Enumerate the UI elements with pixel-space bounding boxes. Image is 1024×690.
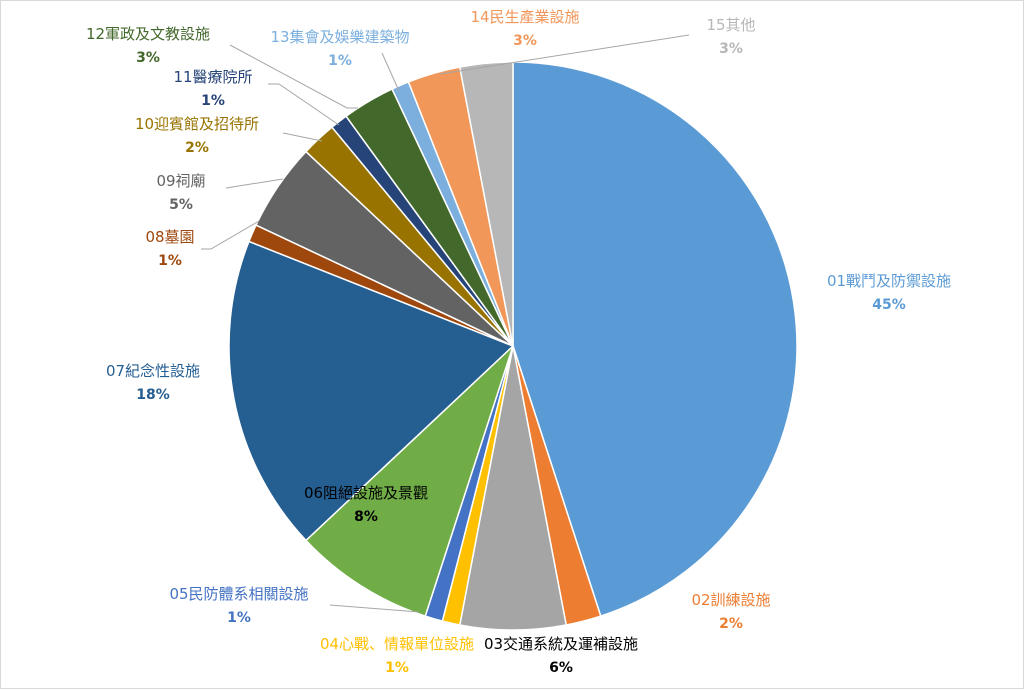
slice-percent-label: 1%: [328, 53, 352, 69]
data-label-11: 11醫療院所 1%: [173, 68, 252, 109]
slice-name-label: 02訓練設施: [691, 591, 770, 609]
slice-name-label: 07紀念性設施: [106, 362, 200, 380]
slice-name-label: 09祠廟: [156, 172, 205, 190]
slice-percent-label: 5%: [169, 197, 193, 213]
slice-percent-label: 1%: [385, 660, 409, 676]
data-labels: 01戰鬥及防禦設施 45% 02訓練設施 2% 03交通系統及運補設施 6% 04心戰、情報…: [86, 8, 951, 676]
pie-slices: [228, 61, 798, 631]
slice-name-label: 05民防體系相關設施: [169, 585, 308, 603]
pie-slice-06: [304, 345, 514, 618]
leader-line-15: [439, 34, 690, 75]
leader-line-10: [282, 132, 323, 142]
data-label-06: 06阻絕設施及景觀 8%: [304, 484, 428, 525]
slice-name-label: 14民生產業設施: [470, 8, 579, 26]
slice-percent-label: 1%: [201, 93, 225, 109]
data-label-01: 01戰鬥及防禦設施 45%: [827, 272, 951, 313]
pie-slice-15: [458, 61, 514, 347]
data-label-10: 10迎賓館及招待所 2%: [135, 115, 259, 156]
slice-percent-label: 3%: [513, 33, 537, 49]
data-label-04: 04心戰、情報單位設施 1%: [320, 635, 474, 676]
data-label-07: 07紀念性設施 18%: [106, 362, 200, 403]
slice-name-label: 12軍政及文教設施: [86, 25, 210, 43]
slice-percent-label: 2%: [719, 616, 743, 632]
slice-percent-label: 8%: [354, 509, 378, 525]
slice-name-label: 04心戰、情報單位設施: [320, 635, 474, 653]
leader-line-12: [229, 44, 358, 109]
data-label-15: 15其他 3%: [706, 16, 755, 57]
slice-name-label: 11醫療院所: [173, 68, 252, 86]
slice-percent-label: 1%: [158, 253, 182, 269]
leader-line-09: [225, 178, 284, 189]
pie-slice-07: [228, 240, 515, 542]
data-label-09: 09祠廟 5%: [156, 172, 205, 213]
slice-name-label: 06阻絕設施及景觀: [304, 484, 428, 502]
pie-slice-01: [512, 61, 798, 618]
slice-name-label: 13集會及娛樂建築物: [270, 28, 409, 46]
data-label-03: 03交通系統及運補設施 6%: [484, 635, 638, 676]
slice-percent-label: 3%: [136, 50, 160, 66]
leader-line-08: [201, 220, 260, 250]
slice-percent-label: 45%: [872, 297, 906, 313]
slice-percent-label: 2%: [185, 140, 209, 156]
leader-line-11: [268, 83, 340, 126]
data-label-08: 08墓園 1%: [145, 228, 194, 269]
leader-lines: [201, 34, 690, 613]
slice-percent-label: 1%: [227, 610, 251, 626]
slice-percent-label: 18%: [136, 387, 170, 403]
data-label-12: 12軍政及文教設施 3%: [86, 25, 210, 66]
data-label-02: 02訓練設施 2%: [691, 591, 770, 632]
data-label-13: 13集會及娛樂建築物 1%: [270, 28, 409, 69]
data-label-14: 14民生產業設施 3%: [470, 8, 579, 49]
data-label-05: 05民防體系相關設施 1%: [169, 585, 308, 626]
leader-line-05: [329, 604, 420, 613]
slice-name-label: 08墓園: [145, 228, 194, 246]
leader-line-13: [381, 52, 400, 92]
slice-percent-label: 3%: [719, 41, 743, 57]
slice-percent-label: 6%: [549, 660, 573, 676]
slice-name-label: 10迎賓館及招待所: [135, 115, 259, 133]
slice-name-label: 15其他: [706, 16, 755, 34]
slice-name-label: 03交通系統及運補設施: [484, 635, 638, 653]
slice-name-label: 01戰鬥及防禦設施: [827, 272, 951, 290]
